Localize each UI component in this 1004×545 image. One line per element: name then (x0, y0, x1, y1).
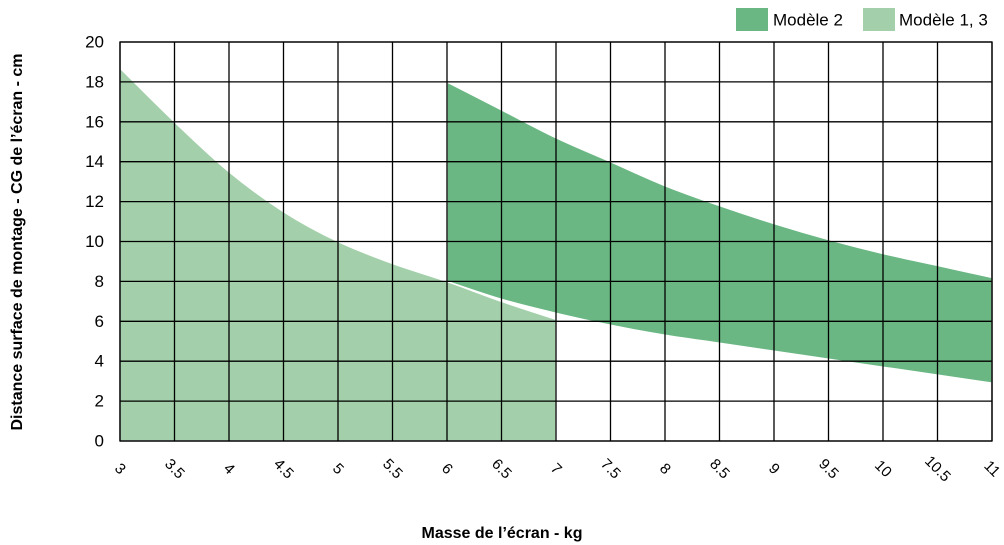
x-tick-label: 4 (220, 460, 238, 478)
y-tick-label: 6 (95, 312, 104, 331)
x-tick-label: 8.5 (706, 456, 733, 483)
x-tick-label: 10.5 (921, 453, 954, 486)
y-tick-label: 12 (85, 192, 104, 211)
x-tick-label: 9.5 (815, 456, 842, 483)
legend-item-modele-2: Modèle 2 (736, 8, 843, 31)
legend-label-modele-2: Modèle 2 (773, 11, 843, 30)
x-tick-label: 3.5 (161, 456, 188, 483)
x-tick-label: 7.5 (597, 456, 624, 483)
y-tick-label: 18 (85, 72, 104, 91)
y-axis-ticks: 0 2 4 6 8 10 12 14 16 18 20 (85, 33, 104, 451)
x-tick-label: 5.5 (379, 456, 406, 483)
plot-border (119, 41, 993, 442)
x-tick-label: 9 (765, 460, 783, 478)
x-tick-label: 8 (656, 460, 674, 478)
x-tick-label: 6.5 (488, 456, 515, 483)
y-tick-label: 4 (95, 352, 104, 371)
y-tick-label: 20 (85, 33, 104, 52)
y-tick-label: 16 (85, 112, 104, 131)
x-tick-label: 3 (111, 460, 129, 478)
x-tick-label: 7 (547, 460, 565, 478)
legend-swatch-modele-2 (736, 8, 768, 31)
y-tick-label: 14 (85, 152, 104, 171)
y-axis-title: Distance surface de montage - CG de l’éc… (9, 53, 26, 430)
y-tick-label: 2 (95, 392, 104, 411)
x-tick-label: 6 (438, 460, 456, 478)
legend-label-modele-1-3: Modèle 1, 3 (899, 11, 988, 30)
legend-swatch-modele-1-3 (863, 8, 895, 31)
legend: Modèle 2 Modèle 1, 3 (736, 8, 988, 31)
y-tick-label: 10 (85, 232, 104, 251)
x-axis-title: Masse de l’écran - kg (422, 525, 583, 542)
x-tick-label: 11 (980, 457, 1003, 480)
legend-item-modele-1-3: Modèle 1, 3 (863, 8, 988, 31)
y-tick-label: 8 (95, 272, 104, 291)
x-axis-ticks: 3 3.5 4 4.5 5 5.5 6 6.5 7 7.5 8 8.5 9 9.5 10 10.5 11 (111, 453, 1003, 486)
x-tick-label: 5 (329, 460, 347, 478)
x-tick-label: 4.5 (270, 456, 297, 483)
x-tick-label: 10 (871, 457, 895, 481)
y-tick-label: 0 (95, 432, 104, 451)
